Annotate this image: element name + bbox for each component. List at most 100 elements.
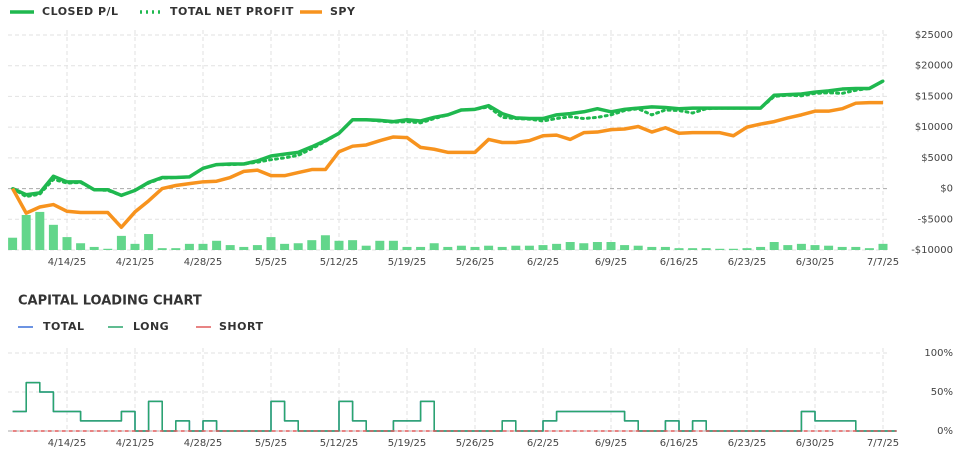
x-tick-label: 6/9/25 xyxy=(595,438,627,449)
bar xyxy=(144,234,154,250)
bar xyxy=(171,248,181,250)
x-tick-label: 5/12/25 xyxy=(320,438,359,449)
y-tick-label: -$5000 xyxy=(918,214,953,225)
bar xyxy=(429,243,439,250)
bar xyxy=(320,235,330,250)
bar xyxy=(633,245,643,250)
x-tick-label: 4/21/25 xyxy=(116,257,155,268)
bar xyxy=(688,248,698,250)
bar xyxy=(756,246,766,250)
bar xyxy=(878,243,888,250)
x-tick-label: 5/26/25 xyxy=(456,257,495,268)
x-tick-label: 4/21/25 xyxy=(116,438,155,449)
bar xyxy=(239,246,249,250)
series-line xyxy=(11,100,883,230)
bar xyxy=(184,243,194,250)
bar xyxy=(824,245,834,250)
bar xyxy=(35,211,45,250)
bar xyxy=(130,243,140,250)
bar xyxy=(348,240,358,250)
y-tick-label: $20000 xyxy=(915,61,953,72)
bar xyxy=(62,237,72,250)
bar xyxy=(266,237,276,250)
bar xyxy=(116,235,126,250)
x-tick-label: 6/2/25 xyxy=(527,257,559,268)
x-tick-label: 4/14/25 xyxy=(48,257,87,268)
x-tick-label: 6/2/25 xyxy=(527,438,559,449)
bar xyxy=(225,245,235,250)
x-tick-label: 7/7/25 xyxy=(867,438,899,449)
bar xyxy=(660,246,670,250)
bar xyxy=(388,240,398,250)
legend-label: TOTAL NET PROFIT xyxy=(170,5,294,18)
x-tick-label: 4/28/25 xyxy=(184,438,223,449)
bar xyxy=(416,246,426,250)
bar xyxy=(198,243,208,250)
bar xyxy=(715,248,725,250)
series-line xyxy=(11,79,884,198)
y-tick-label: $5000 xyxy=(921,153,953,164)
x-tick-label: 5/26/25 xyxy=(456,438,495,449)
bar xyxy=(769,242,779,250)
x-tick-label: 6/23/25 xyxy=(728,438,767,449)
x-tick-label: 6/16/25 xyxy=(660,257,699,268)
bar xyxy=(484,245,494,250)
bar xyxy=(361,245,371,250)
legend-label: LONG xyxy=(133,320,169,333)
bar xyxy=(701,248,711,250)
bar xyxy=(103,248,113,250)
bar xyxy=(810,245,820,250)
x-tick-label: 6/30/25 xyxy=(796,438,835,449)
bar xyxy=(592,242,602,250)
chart-title: CAPITAL LOADING CHART xyxy=(18,294,202,309)
bar xyxy=(212,240,222,250)
x-tick-label: 5/5/25 xyxy=(255,257,287,268)
y-tick-label: $0 xyxy=(940,184,953,195)
series-line xyxy=(12,381,897,432)
bar xyxy=(742,248,752,250)
bar xyxy=(48,224,58,250)
bar xyxy=(293,243,303,250)
series-line xyxy=(12,381,897,432)
y-tick-label: 100% xyxy=(924,348,953,359)
bar xyxy=(511,245,521,250)
bar xyxy=(89,246,99,250)
y-tick-label: -$10000 xyxy=(911,245,953,256)
x-tick-label: 5/5/25 xyxy=(255,438,287,449)
bar xyxy=(402,246,412,250)
x-tick-label: 5/19/25 xyxy=(388,438,427,449)
bar xyxy=(620,245,630,250)
bar xyxy=(579,243,589,250)
x-tick-label: 6/23/25 xyxy=(728,257,767,268)
legend-label: SPY xyxy=(330,5,356,18)
bar xyxy=(21,214,31,250)
x-tick-label: 5/19/25 xyxy=(388,257,427,268)
x-tick-label: 4/14/25 xyxy=(48,438,87,449)
legend-label: CLOSED P/L xyxy=(42,5,119,18)
bar xyxy=(76,243,86,250)
bar xyxy=(497,246,507,250)
bar xyxy=(456,245,466,250)
bar xyxy=(8,237,18,250)
bar xyxy=(851,246,861,250)
bar xyxy=(252,245,262,250)
bar xyxy=(443,246,453,250)
bar xyxy=(157,248,167,250)
bar xyxy=(307,240,317,250)
bar xyxy=(470,246,480,250)
bar xyxy=(728,248,738,250)
bar xyxy=(280,243,290,250)
bar xyxy=(647,246,657,250)
y-tick-label: $15000 xyxy=(915,91,953,102)
legend-label: TOTAL xyxy=(43,320,85,333)
bar xyxy=(864,248,874,250)
bar xyxy=(606,242,616,250)
bar xyxy=(783,245,793,250)
bar xyxy=(837,246,847,250)
x-tick-label: 7/7/25 xyxy=(867,257,899,268)
y-tick-label: $25000 xyxy=(915,30,953,41)
bar xyxy=(565,242,575,250)
bar xyxy=(334,240,344,250)
x-tick-label: 4/28/25 xyxy=(184,257,223,268)
